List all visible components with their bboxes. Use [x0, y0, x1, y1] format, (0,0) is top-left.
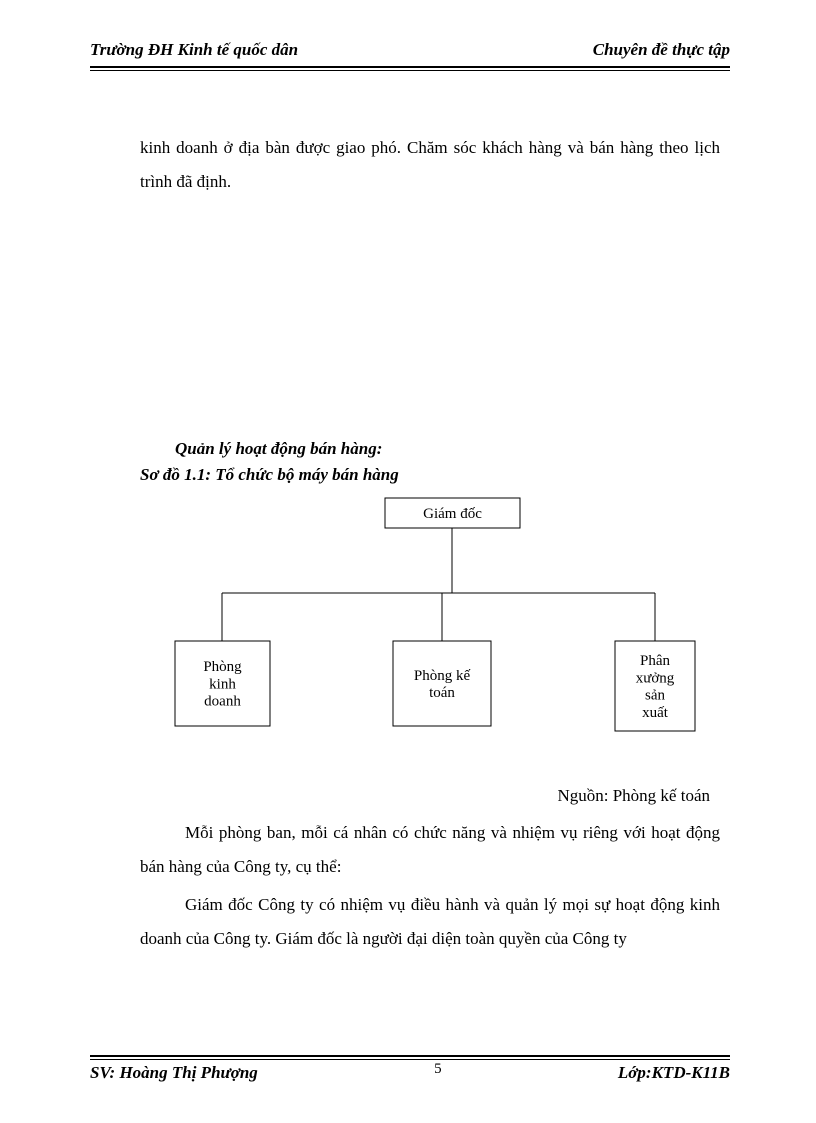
- page-number: 5: [434, 1061, 442, 1078]
- svg-text:kinh: kinh: [209, 676, 236, 692]
- svg-text:doanh: doanh: [204, 694, 241, 710]
- page-footer: SV: Hoàng Thị Phượng 5 Lớp:KTD-K11B: [90, 1055, 730, 1083]
- diagram-title: Sơ đồ 1.1: Tổ chức bộ máy bán hàng: [90, 465, 730, 485]
- source-text: Nguồn: Phòng kế toán: [90, 786, 730, 806]
- svg-text:Phòng: Phòng: [203, 659, 242, 675]
- svg-text:Giám đốc: Giám đốc: [423, 506, 482, 522]
- org-chart: Giám đốc Phòngkinh doanh Phòng kếtoán Phânxư…: [140, 493, 710, 748]
- svg-text:sản: sản: [645, 688, 665, 704]
- header-rule: [90, 66, 730, 71]
- svg-text:xưởng: xưởng: [636, 670, 675, 686]
- svg-text:toán: toán: [429, 685, 455, 701]
- page-header: Trường ĐH Kinh tế quốc dân Chuyên đề thự…: [90, 40, 730, 64]
- svg-text:Phân: Phân: [640, 653, 671, 669]
- paragraph-2: Giám đốc Công ty có nhiệm vụ điều hành v…: [90, 888, 730, 956]
- svg-text:Phòng kế: Phòng kế: [414, 668, 471, 684]
- paragraph-1: Mỗi phòng ban, mỗi cá nhân có chức năng …: [90, 816, 730, 884]
- svg-text:xuất: xuất: [642, 705, 669, 721]
- org-chart-svg: Giám đốc Phòngkinh doanh Phòng kếtoán Phânxư…: [140, 493, 710, 743]
- header-right: Chuyên đề thực tập: [593, 40, 730, 60]
- header-left: Trường ĐH Kinh tế quốc dân: [90, 40, 298, 60]
- footer-left: SV: Hoàng Thị Phượng: [90, 1063, 258, 1083]
- footer-rule: [90, 1055, 730, 1060]
- section-title: Quản lý hoạt động bán hàng:: [90, 439, 730, 459]
- intro-paragraph: kinh doanh ở địa bàn được giao phó. Chăm…: [90, 131, 730, 199]
- footer-right: Lớp:KTD-K11B: [618, 1063, 730, 1083]
